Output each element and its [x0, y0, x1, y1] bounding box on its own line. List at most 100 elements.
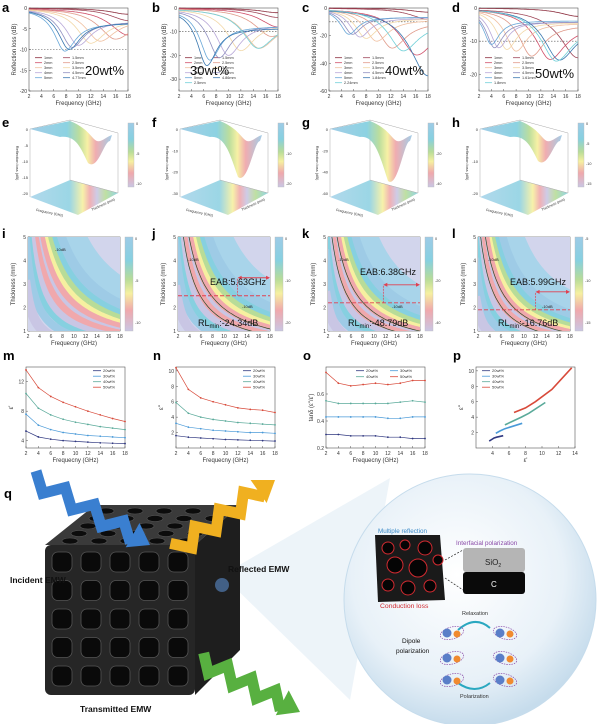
colorbar-tick-label: -20	[286, 182, 292, 186]
data-point	[212, 418, 215, 421]
data-point	[349, 416, 352, 418]
x-tick-label: 8	[215, 94, 218, 100]
legend-label: 1mm	[194, 56, 202, 60]
heatmap-band	[328, 237, 376, 331]
series-line-50wt%	[513, 367, 573, 414]
rl-prefix: RL	[498, 318, 510, 328]
data-point	[62, 439, 65, 442]
colorbar-tick-label: -20	[285, 321, 291, 325]
legend-label: 3mm	[44, 66, 52, 70]
pore	[400, 580, 416, 596]
heatmap-band	[482, 237, 570, 331]
cube-pore	[51, 665, 73, 687]
x-axis-label: Frequency (GHz)	[205, 101, 251, 107]
data-point	[86, 434, 89, 437]
data-point	[224, 430, 227, 432]
x-tick-label: 8	[511, 334, 514, 340]
series-line-2.5mm	[478, 11, 579, 57]
x-tick-label: 12	[383, 334, 389, 340]
series-line-40wt%	[504, 401, 546, 426]
heatmap-band	[54, 237, 120, 310]
heatmap-band	[345, 237, 420, 322]
x-tick-label: 10	[521, 334, 527, 340]
colorbar	[427, 122, 435, 188]
cube-pore	[80, 665, 102, 687]
x-tick-label: 18	[122, 451, 128, 457]
rl-value: :-24.34dB	[219, 318, 258, 328]
data-point	[86, 441, 89, 444]
data-point	[411, 379, 414, 382]
dielectric-chart-p: p 4 6 8 10 12 14 2 4 6 8 10 ε' ε'' 20wt%30wt%40wt%50wt…	[453, 348, 578, 464]
x-tick-label: 10	[73, 451, 79, 457]
data-point	[362, 383, 365, 386]
cube-top-pore	[184, 507, 202, 515]
x-tick-label: 18	[267, 334, 273, 340]
x-tick-label: 14	[250, 94, 256, 100]
z-tick-label: 0	[476, 127, 479, 132]
y-tick-label: 4	[171, 415, 174, 421]
colorbar-tick-label: -20	[436, 152, 442, 156]
cube-pore	[80, 580, 102, 601]
data-point	[37, 407, 40, 410]
legend-label: 2.5mm	[522, 61, 534, 65]
data-point	[349, 402, 352, 405]
sio2-prefix: SiO	[485, 558, 498, 567]
series-line-1.5mm	[29, 8, 129, 21]
legend-label: 30wt%	[253, 374, 265, 379]
legend-label: 1mm	[494, 56, 502, 60]
panel-label: c	[302, 0, 309, 15]
incident-emw-arrow	[30, 469, 136, 545]
heatmap-band	[192, 237, 270, 325]
x-tick-label: 18	[125, 94, 131, 100]
legend-label: 4.77mm	[72, 76, 86, 80]
x-tick-label: 4	[187, 451, 190, 457]
colorbar-tick-label: 0	[285, 237, 287, 241]
heatmap-band	[328, 237, 411, 331]
cube-pore	[167, 637, 189, 658]
y-tick-label: 12	[18, 380, 24, 386]
legend-label: 3mm	[494, 66, 502, 70]
rl-surface	[30, 121, 112, 165]
rl-chart-b: b 2 4 6 8 10 12 14 16 18 0 -10 -20 -30 Frequency (GHz)…	[152, 0, 281, 107]
legend-label: 1.84mm	[372, 76, 386, 80]
x-axis-label: Frequecny (GHz)	[201, 341, 247, 347]
cube-pore	[138, 551, 160, 573]
data-point	[399, 417, 402, 420]
panel-label: j	[151, 226, 156, 241]
heatmap-band	[28, 237, 106, 331]
x-tick-label: 18	[417, 334, 423, 340]
rl-surface	[180, 121, 262, 178]
x-tick-label: 16	[256, 334, 262, 340]
x-tick-label: 14	[247, 451, 253, 457]
cube-pore	[167, 665, 189, 687]
x-tick-label: 4	[188, 334, 191, 340]
reflected-emw-arrow	[169, 485, 266, 555]
x-tick-label: 18	[117, 334, 123, 340]
series-line-1.5mm	[478, 9, 579, 59]
cube-top-pore	[70, 530, 88, 537]
cube-top-pore	[79, 522, 97, 530]
series-line-1mm	[479, 8, 578, 17]
z-tick-label: -30	[172, 191, 179, 196]
pore	[381, 541, 395, 555]
x-axis-label: ε'	[524, 458, 528, 464]
y-axis-label: Thickness (mm)	[461, 263, 467, 306]
x-tick-label: 14	[97, 451, 103, 457]
x-tick-label: 12	[538, 94, 544, 100]
cube-top-pore	[61, 537, 79, 545]
heatmap-band	[37, 237, 120, 330]
rl-prefix: RL	[348, 318, 360, 328]
eab-label: EAB:5.63GHz	[210, 277, 267, 287]
x-tick-label: 4	[190, 94, 193, 100]
x-tick-label: 16	[413, 94, 419, 100]
x-tick-label: 12	[83, 334, 89, 340]
sio2-label: SiO2	[485, 558, 501, 569]
x-tick-label: 6	[349, 451, 352, 457]
rl-value: :-16.76dB	[519, 318, 558, 328]
y-tick-label: 5	[173, 235, 176, 241]
data-point	[249, 439, 252, 442]
carbon-layer	[463, 572, 525, 594]
colorbar	[424, 236, 434, 332]
cube-pore	[51, 637, 73, 658]
data-point	[212, 429, 215, 432]
